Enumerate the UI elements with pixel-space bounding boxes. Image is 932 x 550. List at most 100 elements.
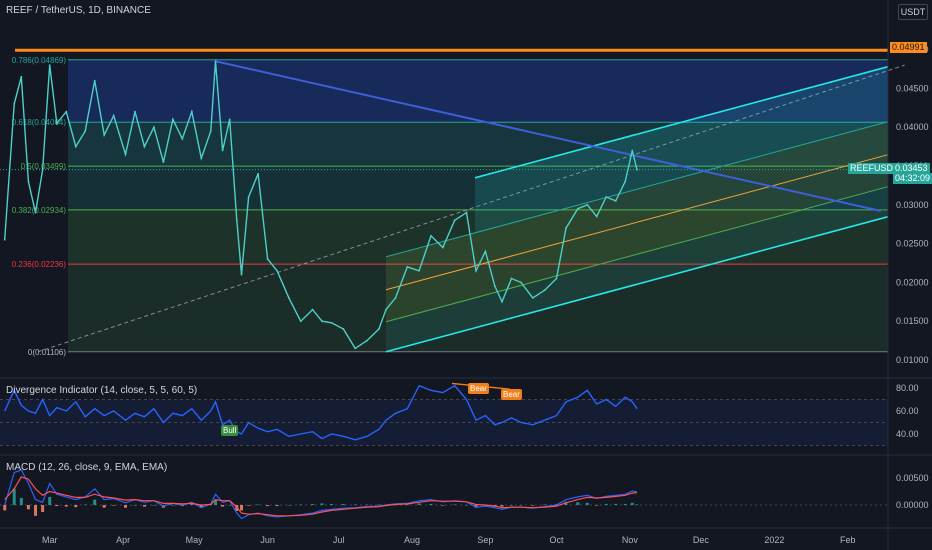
macd-hist-bar-10	[83, 504, 87, 506]
fib-diagonal-dashed	[37, 64, 905, 353]
symbol-title: REEF / TetherUS, 1D, BINANCE	[6, 5, 151, 16]
time-axis-label-7: Oct	[549, 535, 564, 545]
price-point-53	[501, 300, 503, 303]
macd-hist-bar-6	[48, 496, 52, 505]
time-axis-label-3: Jun	[260, 535, 275, 545]
time-axis-label-10: 2022	[764, 535, 784, 545]
macd-hist-bar-16	[142, 505, 146, 507]
fib-label-4: 0.236(0.02236)	[12, 260, 67, 269]
price-point-28	[240, 273, 243, 276]
time-axis-label-5: Aug	[404, 535, 420, 545]
price-axis-label-5: 0.02500	[896, 239, 929, 249]
macd-hist-bar-47	[441, 505, 445, 506]
price-series-line	[4, 61, 638, 350]
price-pane: 0.786(0.04869)0.618(0.04064)0.5(0.03499)…	[0, 48, 905, 357]
div-axis-label-0: 80.00	[896, 383, 919, 393]
macd-hist-bar-12	[102, 505, 106, 508]
price-point-19	[171, 118, 174, 121]
price-point-54	[510, 277, 513, 280]
macd-hist-bar-0	[3, 505, 7, 511]
price-point-5	[41, 168, 44, 171]
price-point-16	[143, 145, 146, 148]
channel-line-2	[385, 154, 889, 291]
price-point-21	[190, 110, 193, 113]
macd-hist-bar-56	[531, 505, 535, 506]
macd-hist-bar-62	[595, 505, 599, 506]
price-point-17	[153, 126, 155, 129]
price-point-2	[20, 75, 23, 78]
macd-hist-bar-50	[474, 505, 478, 508]
price-point-11	[93, 79, 96, 82]
time-axis-label-11: Feb	[840, 535, 856, 545]
macd-hist-bar-49	[464, 505, 468, 506]
macd-axis-label-0: 0.00500	[896, 473, 929, 483]
macd-hist-bar-7	[55, 505, 59, 507]
macd-hist-bar-24	[213, 499, 217, 505]
price-point-32	[276, 269, 278, 272]
price-point-1	[13, 103, 16, 105]
macd-hist-bar-36	[320, 503, 324, 505]
price-point-6	[48, 64, 51, 67]
price-axis-label-4: 0.03000	[896, 200, 929, 210]
price-point-31	[266, 258, 269, 261]
time-axis-label-9: Dec	[693, 535, 710, 545]
channel-line-4	[385, 215, 889, 353]
bear-badge-2: Bear	[501, 389, 522, 400]
macd-hist-bar-1	[12, 488, 16, 505]
price-point-13	[112, 114, 115, 117]
fib-label-3: 0.382(0.02934)	[12, 206, 67, 215]
macd-hist-bar-28	[240, 505, 244, 511]
price-point-65	[624, 180, 627, 183]
price-point-49	[465, 211, 468, 214]
div-axis-label-2: 40.00	[896, 429, 919, 439]
price-point-14	[124, 153, 127, 156]
fib-band-2	[68, 166, 888, 210]
divergence-pane	[0, 382, 888, 446]
macd-hist-bar-61	[585, 502, 589, 505]
price-point-47	[441, 246, 444, 249]
macd-hist-bar-4	[34, 505, 38, 516]
divergence-line	[4, 384, 638, 441]
price-point-45	[418, 269, 421, 272]
divergence-title: Divergence Indicator (14, close, 5, 5, 6…	[6, 385, 198, 396]
macd-hist-bar-45	[417, 503, 421, 505]
trendline-down	[215, 60, 882, 212]
price-axis-label-1: 0.04500	[896, 83, 929, 93]
channel-band-1	[385, 121, 888, 290]
macd-hist-bar-8	[64, 505, 68, 507]
price-axis-label-7: 0.01500	[896, 316, 929, 326]
macd-hist-bar-37	[330, 503, 334, 505]
macd-hist-bar-46	[429, 503, 433, 505]
macd-hist-bar-63	[604, 503, 608, 505]
price-point-25	[221, 149, 224, 152]
macd-hist-bar-57	[543, 504, 547, 506]
macd-hist-bar-14	[124, 505, 128, 508]
channel-line-3	[385, 186, 889, 323]
macd-hist-bar-44	[405, 504, 409, 506]
macd-hist-bar-40	[365, 504, 369, 506]
price-axis-label-8: 0.01000	[896, 355, 929, 365]
macd-hist-bar-39	[353, 504, 357, 506]
macd-axis-label-1: 0.00000	[896, 500, 929, 510]
price-point-67	[636, 168, 638, 171]
currency-button[interactable]: USDT	[898, 4, 928, 20]
price-point-23	[209, 130, 212, 132]
price-point-29	[247, 196, 250, 198]
price-point-24	[214, 60, 217, 63]
price-point-51	[484, 250, 487, 253]
price-point-36	[321, 320, 323, 323]
macd-hist-bar-53	[500, 505, 504, 507]
price-point-50	[475, 269, 477, 272]
price-point-18	[162, 161, 165, 164]
price-point-42	[385, 308, 387, 311]
macd-hist-bar-25	[221, 505, 225, 507]
macd-hist-bar-13	[112, 505, 116, 506]
macd-title: MACD (12, 26, close, 9, EMA, EMA)	[6, 462, 168, 473]
bull-badge: Bull	[221, 425, 239, 436]
price-axis-label-6: 0.02000	[896, 277, 929, 287]
time-axis-label-0: Mar	[42, 535, 58, 545]
time-axis-label-2: May	[186, 535, 204, 545]
price-point-43	[394, 297, 397, 299]
price-point-35	[311, 308, 314, 311]
